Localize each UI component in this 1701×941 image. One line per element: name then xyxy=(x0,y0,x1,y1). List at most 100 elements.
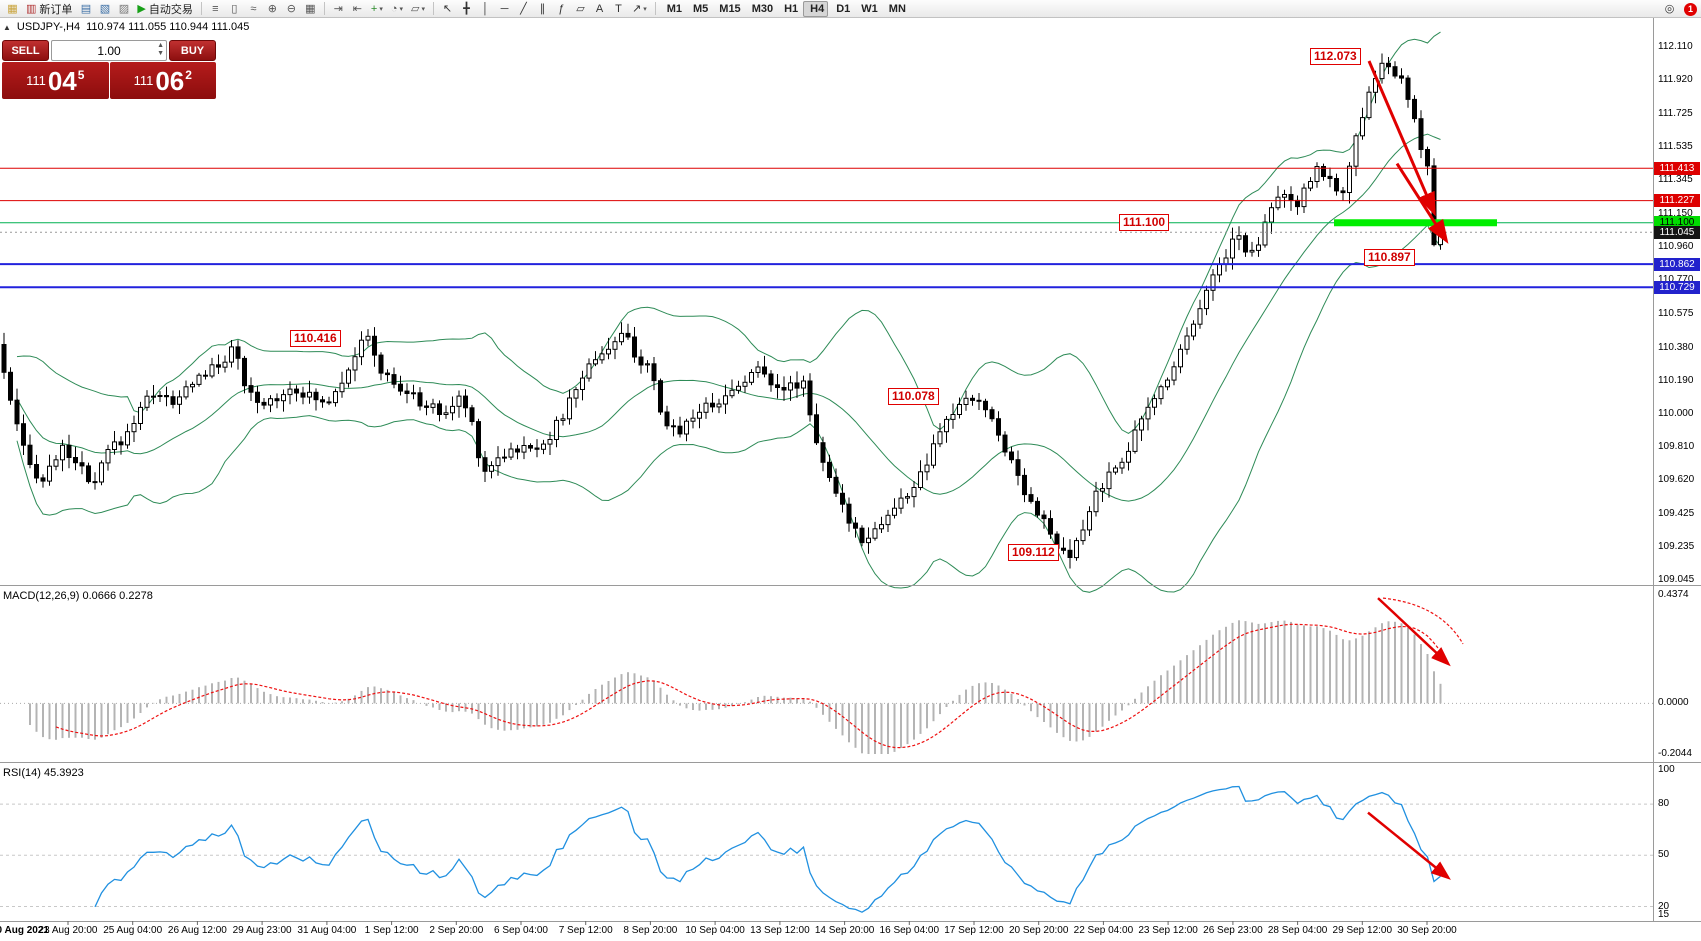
crosshair-icon[interactable]: ╋ xyxy=(458,1,475,17)
price-axis-label: 109.235 xyxy=(1658,541,1695,553)
candlestick-chart-icon[interactable]: ▯ xyxy=(226,1,243,17)
periods-icon[interactable]: ◔ ▾ xyxy=(388,1,406,17)
bar-chart-icon[interactable]: ≡ xyxy=(207,1,224,17)
trend-arrow[interactable] xyxy=(1395,162,1449,244)
macd-projection-curve xyxy=(1382,597,1464,645)
navigator-icon-glyph: ▨ xyxy=(118,2,130,15)
buy-price-button[interactable]: 111 06 2 xyxy=(109,62,216,99)
time-axis-label: 8 Sep 20:00 xyxy=(623,925,678,936)
market-watch-icon-glyph: ▤ xyxy=(80,2,92,15)
main-toolbar: ▦ ▥ 新订单 ▤ ▧ ▨ ▶ 自动交易 ≡ ▯ ≈ ⊕ ⊖ ▦ ⇥ ⇤ + ▾ ◔ ▾ ▱ ▾ ↖ ╋ │ ─ ╱ ∥ ƒ ▱ A T ↗ ▾ M… xyxy=(0,0,1701,18)
navigator-icon[interactable]: ▨ xyxy=(115,1,132,17)
tf-mn[interactable]: MN xyxy=(883,1,909,17)
sell-price-main: 04 xyxy=(47,65,77,96)
shapes-icon[interactable]: ▱ xyxy=(572,1,589,17)
volume-value: 1.00 xyxy=(97,43,121,58)
data-window-icon[interactable]: ▧ xyxy=(96,1,113,17)
text-icon[interactable]: A xyxy=(591,1,608,17)
macd-arrow[interactable] xyxy=(1377,597,1451,667)
chart-window-icon[interactable]: ▦ xyxy=(4,1,21,17)
time-axis-label: 28 Sep 04:00 xyxy=(1267,925,1328,936)
spinner-up-icon[interactable]: ▲ xyxy=(157,42,164,49)
vertical-line-icon[interactable]: │ xyxy=(477,1,494,17)
new-order-button-glyph: ▥ xyxy=(26,2,37,15)
buy-button[interactable]: BUY xyxy=(169,40,216,61)
tf-m1[interactable]: M1 xyxy=(661,1,685,17)
zoom-out-icon-glyph: ⊖ xyxy=(286,2,296,15)
rsi-axis-label: 80 xyxy=(1658,798,1670,810)
toolbar-separator xyxy=(323,2,325,15)
indicators-icon[interactable]: + ▾ xyxy=(368,1,386,17)
auto-scroll-icon[interactable]: ⇥ xyxy=(330,1,347,17)
price-axis-label: 112.110 xyxy=(1658,41,1693,52)
market-watch-icon[interactable]: ▤ xyxy=(77,1,94,17)
vertical-line-icon-glyph: │ xyxy=(482,2,489,15)
tf-h4[interactable]: H4 xyxy=(803,0,829,17)
price-axis-label: 111.535 xyxy=(1658,141,1693,153)
price-axis-label: 111.345 xyxy=(1658,174,1693,186)
trend-arrow[interactable] xyxy=(1367,60,1436,217)
sell-button[interactable]: SELL xyxy=(2,40,49,61)
rsi-axis-label: 100 xyxy=(1658,764,1675,775)
collapse-panel-icon[interactable]: ▲ xyxy=(3,22,11,32)
templates-icon-caret-icon: ▾ xyxy=(421,5,425,13)
cursor-icon[interactable]: ↖ xyxy=(439,1,456,17)
price-axis-label: 110.190 xyxy=(1658,375,1694,386)
price-axis-label: 109.620 xyxy=(1658,474,1695,486)
volume-input[interactable]: 1.00 ▲ ▼ xyxy=(51,40,167,61)
zoom-in-icon[interactable]: ⊕ xyxy=(264,1,281,17)
bollinger-upper-band xyxy=(16,31,1441,434)
autotrading-button[interactable]: ▶ 自动交易 xyxy=(134,1,195,17)
sell-price-prefix: 111 xyxy=(26,73,46,88)
horizontal-line-icon[interactable]: ─ xyxy=(496,1,513,17)
price-annotation-112.073[interactable]: 112.073 xyxy=(1310,47,1361,65)
tf-h4-label: H4 xyxy=(810,2,825,15)
spinner-down-icon[interactable]: ▼ xyxy=(157,50,164,57)
indicators-icon-caret-icon: ▾ xyxy=(379,5,383,13)
chart-shift-icon[interactable]: ⇤ xyxy=(349,1,366,17)
indicators-icon-glyph: + xyxy=(370,2,378,15)
tf-h1-label: H1 xyxy=(784,2,799,15)
sell-price-button[interactable]: 111 04 5 xyxy=(2,62,109,99)
periods-icon-caret-icon: ▾ xyxy=(399,5,403,13)
tf-d1[interactable]: D1 xyxy=(830,1,853,17)
fibonacci-icon[interactable]: ƒ xyxy=(553,1,570,17)
time-axis-label: 14 Sep 20:00 xyxy=(814,925,875,936)
trendline-icon[interactable]: ╱ xyxy=(515,1,532,17)
tf-h1[interactable]: H1 xyxy=(778,1,801,17)
templates-icon[interactable]: ▱ ▾ xyxy=(408,1,428,17)
price-annotation-109.112[interactable]: 109.112 xyxy=(1008,544,1059,562)
price-axis-label: 111.920 xyxy=(1658,74,1693,86)
horizontal-line-icon-glyph: ─ xyxy=(500,2,509,15)
tf-m5[interactable]: M5 xyxy=(687,1,711,17)
autotrading-button-glyph: ▶ xyxy=(137,2,146,15)
notification-badge[interactable]: 1 xyxy=(1684,2,1697,16)
arrows-icon[interactable]: ↗ ▾ xyxy=(629,1,650,17)
label-icon[interactable]: T xyxy=(610,1,627,17)
price-axis-label: 110.960 xyxy=(1658,241,1694,253)
new-order-button[interactable]: ▥ 新订单 xyxy=(23,1,75,17)
volume-spinner[interactable]: ▲ ▼ xyxy=(157,42,164,58)
time-axis-label: 17 Sep 12:00 xyxy=(944,925,1004,936)
chart-shift-icon-glyph: ⇤ xyxy=(352,2,362,15)
price-annotation-110.897[interactable]: 110.897 xyxy=(1364,248,1415,266)
price-annotation-110.078[interactable]: 110.078 xyxy=(888,387,939,405)
channel-icon[interactable]: ∥ xyxy=(534,1,551,17)
price-annotation-110.416[interactable]: 110.416 xyxy=(290,330,341,348)
symbol-title: USDJPY-,H4 xyxy=(16,21,81,33)
line-chart-icon[interactable]: ≈ xyxy=(245,1,262,17)
tf-m30[interactable]: M30 xyxy=(746,1,776,17)
tile-windows-icon[interactable]: ▦ xyxy=(302,1,319,17)
price-axis-label: 110.000 xyxy=(1658,408,1694,419)
time-axis-label: 22 Sep 04:00 xyxy=(1073,925,1134,936)
tf-m15[interactable]: M15 xyxy=(713,1,743,17)
rsi-arrow[interactable] xyxy=(1367,811,1451,880)
zoom-out-icon[interactable]: ⊖ xyxy=(283,1,300,17)
time-axis-label: 25 Aug 04:00 xyxy=(103,925,163,936)
data-window-icon-glyph: ▧ xyxy=(99,2,111,15)
search-icon[interactable]: ◎ xyxy=(1661,1,1678,17)
price-annotation-111.100[interactable]: 111.100 xyxy=(1119,213,1170,231)
tf-w1[interactable]: W1 xyxy=(855,1,881,17)
